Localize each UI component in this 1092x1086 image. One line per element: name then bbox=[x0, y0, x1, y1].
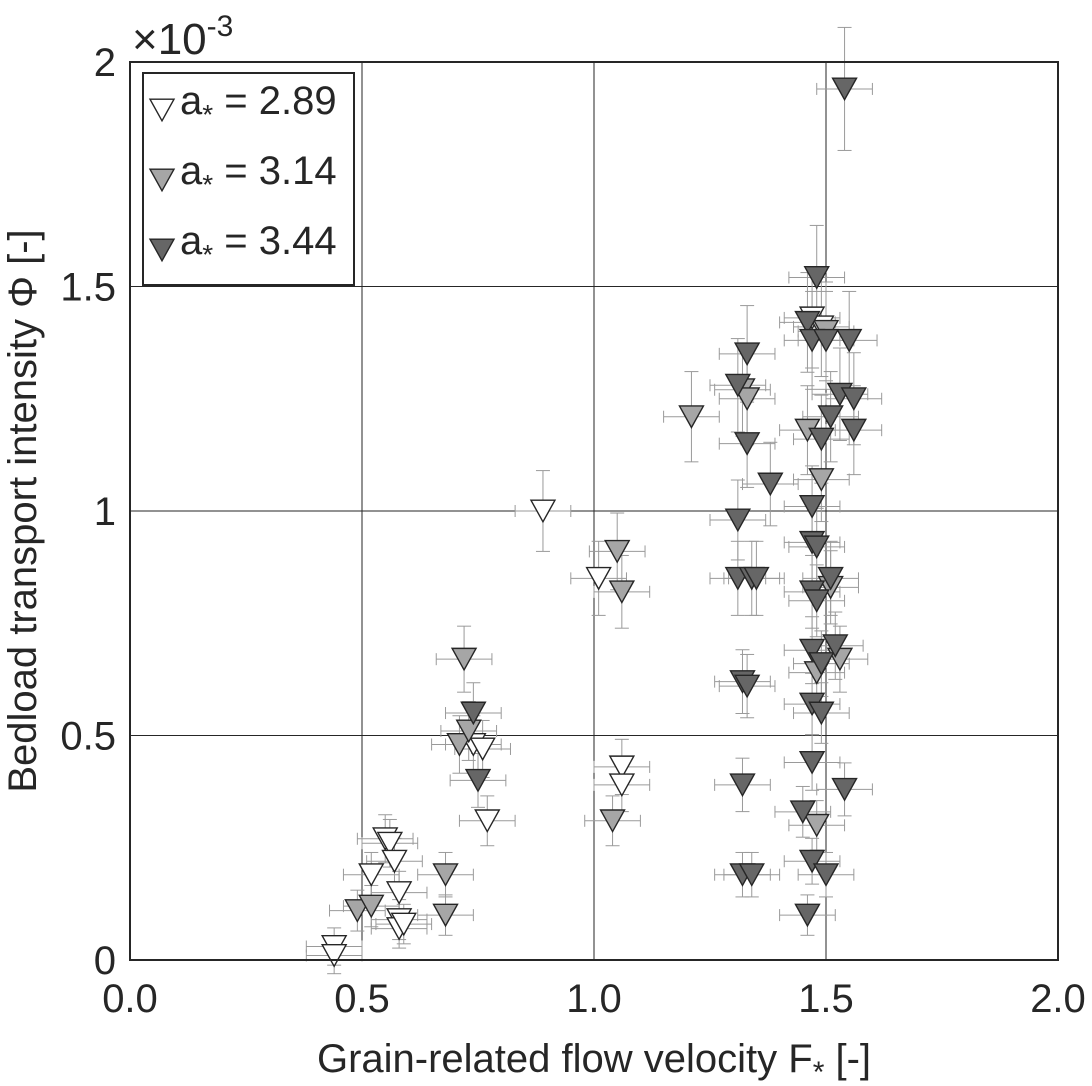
data-point-series-2 bbox=[599, 809, 626, 834]
y-axis-label: Bedload transport intensity Φ [-] bbox=[1, 229, 45, 792]
data-point-series-2 bbox=[678, 405, 705, 429]
data-point-series-1 bbox=[390, 912, 417, 937]
data-point-series-3 bbox=[812, 328, 840, 353]
data-point-series-3 bbox=[822, 634, 849, 658]
legend-marker bbox=[148, 168, 176, 193]
data-point-series-3 bbox=[831, 77, 858, 102]
data-point-series-3 bbox=[733, 432, 761, 456]
legend: a* = 2.89 a* = 3.14 a* = 3.44 bbox=[142, 72, 355, 286]
data-point-series-1 bbox=[529, 499, 557, 524]
x-tick-label: 0.5 bbox=[334, 977, 390, 1021]
legend-marker bbox=[148, 238, 176, 263]
data-point-series-2 bbox=[803, 813, 830, 838]
data-point-series-1 bbox=[320, 944, 348, 968]
y-tick-label: 2 bbox=[94, 41, 116, 85]
tick-labels: 0.0 0.5 1.0 1.5 2.0 0 0.5 1 1.5 2 bbox=[60, 41, 1085, 1021]
data-point-series-3 bbox=[757, 472, 784, 497]
data-point-series-3 bbox=[794, 310, 821, 335]
legend-label: a* = 2.89 bbox=[180, 79, 337, 130]
data-point-series-3 bbox=[798, 849, 826, 874]
data-point-series-3 bbox=[738, 863, 765, 887]
data-point-series-3 bbox=[789, 800, 816, 825]
data-point-series-3 bbox=[733, 674, 761, 699]
data-point-series-2 bbox=[455, 719, 482, 744]
data-point-series-3 bbox=[803, 589, 830, 614]
data-point-series-3 bbox=[803, 535, 830, 560]
data-point-series-1 bbox=[469, 737, 496, 762]
data-point-series-3 bbox=[464, 768, 492, 793]
data-point-series-2 bbox=[358, 894, 385, 919]
data-point-series-3 bbox=[812, 863, 840, 887]
data-point-series-3 bbox=[808, 427, 835, 452]
data-point-series-3 bbox=[798, 495, 826, 519]
data-point-series-2 bbox=[604, 539, 631, 564]
legend-marker bbox=[148, 98, 176, 123]
data-point-series-3 bbox=[798, 750, 826, 775]
data-point-series-1 bbox=[385, 881, 413, 905]
x-axis-label: Grain-related flow velocity F* [-] bbox=[317, 1037, 871, 1086]
data-point-series-3 bbox=[808, 652, 835, 676]
x-tick-label: 1.5 bbox=[798, 977, 854, 1021]
data-point-series-3 bbox=[724, 508, 752, 533]
y-tick-label: 1 bbox=[94, 490, 116, 534]
legend-label: a* = 3.14 bbox=[180, 149, 337, 200]
data-point-series-3 bbox=[817, 566, 844, 591]
y-tick-label: 0 bbox=[94, 939, 116, 983]
data-point-series-3 bbox=[724, 373, 752, 398]
data-point-series-2 bbox=[432, 903, 459, 928]
x-tick-label: 0.0 bbox=[102, 977, 158, 1021]
data-point-series-2 bbox=[446, 732, 473, 757]
y-axis-exponent: ×10-3 bbox=[132, 10, 233, 64]
x-tick-label: 1.0 bbox=[566, 977, 622, 1021]
data-point-series-2 bbox=[344, 899, 371, 923]
x-tick-label: 2.0 bbox=[1030, 977, 1086, 1021]
data-point-series-1 bbox=[474, 809, 501, 834]
data-point-series-2 bbox=[432, 863, 459, 887]
data-markers bbox=[320, 77, 868, 968]
data-point-series-1 bbox=[376, 831, 404, 856]
data-point-series-3 bbox=[803, 266, 830, 290]
data-point-series-3 bbox=[729, 773, 756, 798]
data-point-series-3 bbox=[733, 342, 761, 367]
data-point-series-3 bbox=[817, 405, 844, 429]
data-point-series-1 bbox=[608, 773, 636, 798]
data-point-series-3 bbox=[831, 777, 858, 802]
data-point-series-2 bbox=[608, 580, 636, 605]
data-point-series-3 bbox=[836, 328, 863, 353]
data-point-series-3 bbox=[840, 418, 868, 443]
data-point-series-3 bbox=[743, 566, 770, 591]
data-point-series-3 bbox=[798, 638, 826, 663]
y-tick-label: 0.5 bbox=[60, 715, 116, 759]
data-point-series-2 bbox=[808, 468, 835, 492]
data-point-series-1 bbox=[608, 755, 636, 780]
data-point-series-3 bbox=[460, 701, 487, 726]
data-point-series-3 bbox=[794, 903, 821, 928]
data-point-series-2 bbox=[733, 387, 761, 411]
data-point-series-1 bbox=[381, 849, 408, 874]
y-tick-label: 1.5 bbox=[60, 266, 116, 310]
data-point-series-1 bbox=[585, 566, 612, 591]
legend-box bbox=[142, 72, 355, 286]
legend-label: a* = 3.44 bbox=[180, 219, 337, 270]
plot-frame bbox=[129, 61, 1059, 961]
data-point-series-1 bbox=[358, 863, 385, 887]
data-point-series-3 bbox=[808, 701, 835, 726]
data-point-series-3 bbox=[840, 387, 868, 411]
data-point-series-2 bbox=[450, 647, 478, 672]
